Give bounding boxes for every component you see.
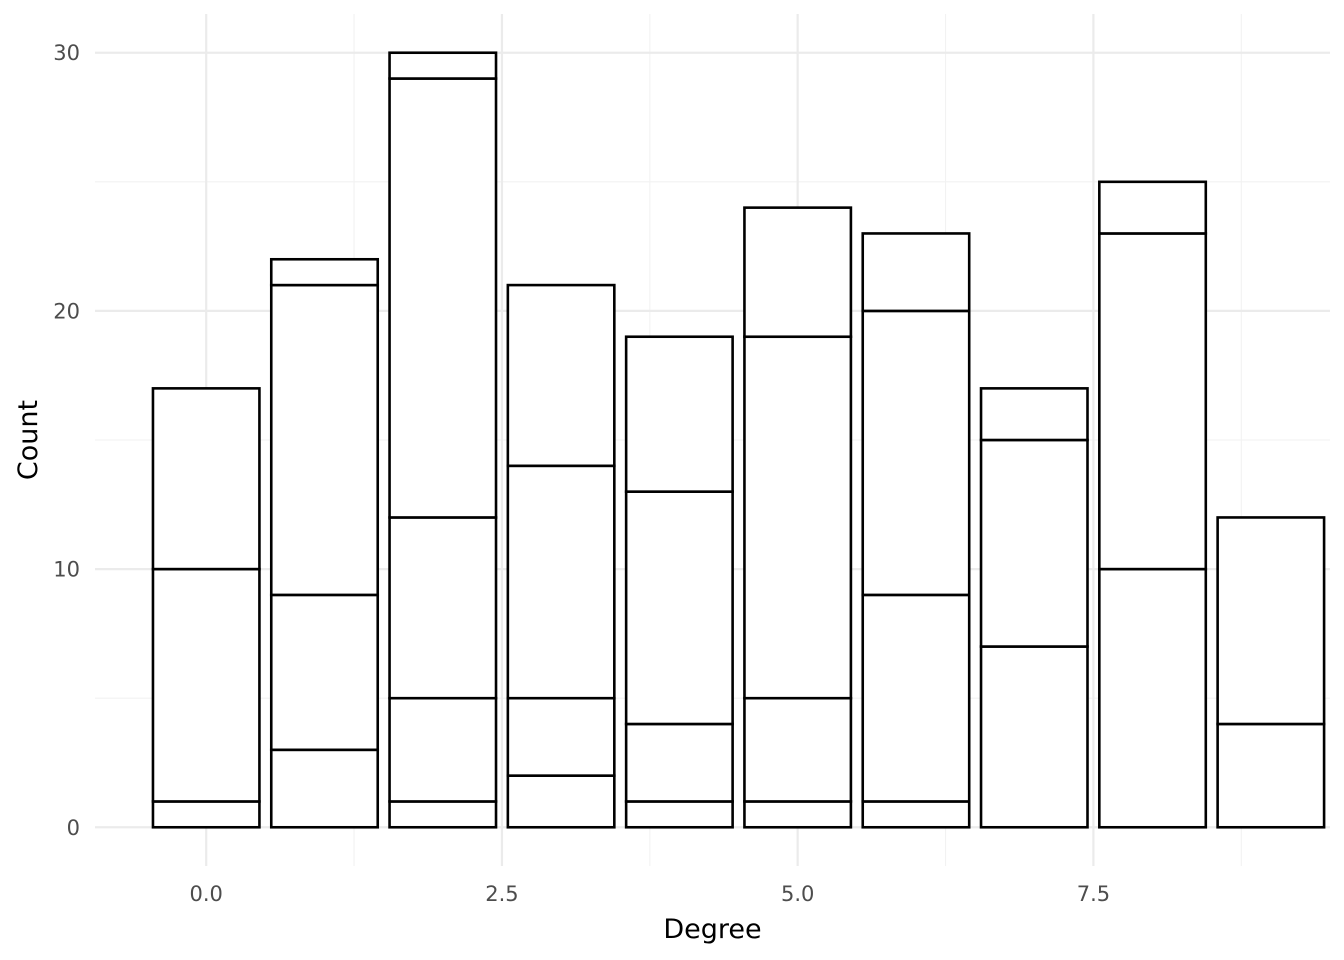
y-axis-title: Count <box>13 400 44 480</box>
y-tick-label: 10 <box>53 558 80 582</box>
bar-segment <box>388 516 498 700</box>
x-axis-ticks: 0.0 2.5 5.0 7.5 <box>189 882 1110 906</box>
y-tick-label: 30 <box>53 41 80 65</box>
y-tick-label: 0 <box>67 816 80 840</box>
bar-segment <box>979 438 1089 648</box>
bar-segment <box>388 51 498 80</box>
bar-segment <box>388 800 498 829</box>
bar-stack <box>861 232 971 829</box>
bar-segment <box>388 696 498 803</box>
bar-segment <box>506 774 616 829</box>
bar-segment <box>624 490 734 726</box>
bar-stack <box>1098 180 1208 829</box>
bar-segment <box>269 593 380 752</box>
bar-segment <box>151 387 261 571</box>
bar-stack <box>388 51 498 829</box>
bar-segment <box>506 283 616 468</box>
bar-segment <box>743 696 853 803</box>
bar-segment <box>506 696 616 777</box>
bar-segment <box>1216 516 1326 726</box>
bar-segment <box>861 800 971 829</box>
bar-segment <box>979 645 1089 829</box>
y-axis-ticks: 0 10 20 30 <box>53 41 80 840</box>
bar-segment <box>743 335 853 700</box>
bar-segment <box>269 257 380 287</box>
bar-stack <box>506 283 616 829</box>
bar-segment <box>743 800 853 829</box>
y-tick-label: 20 <box>53 299 80 323</box>
x-tick-label: 5.0 <box>781 882 814 906</box>
bar-segment <box>506 464 616 700</box>
bar-layer <box>151 51 1326 829</box>
bar-segment <box>1098 567 1208 829</box>
bar-segment <box>624 800 734 829</box>
bar-segment <box>1098 232 1208 571</box>
bar-stack <box>743 206 853 829</box>
bar-segment <box>269 283 380 597</box>
bar-stack <box>979 387 1089 829</box>
bar-segment <box>979 387 1089 442</box>
bar-segment <box>861 232 971 313</box>
bar-segment <box>388 77 498 519</box>
bar-segment <box>743 206 853 339</box>
x-tick-label: 0.0 <box>189 882 222 906</box>
bar-segment <box>1216 722 1326 829</box>
bar-segment <box>861 309 971 597</box>
bar-stack <box>1216 516 1326 829</box>
x-tick-label: 2.5 <box>485 882 518 906</box>
bar-segment <box>269 748 380 829</box>
bar-stack <box>269 257 380 829</box>
bar-segment <box>861 593 971 803</box>
bar-stack <box>624 335 734 829</box>
bar-segment <box>151 567 261 803</box>
x-axis-title: Degree <box>663 914 761 945</box>
bar-stack <box>151 387 261 829</box>
bar-segment <box>624 335 734 493</box>
bar-segment <box>624 722 734 803</box>
bar-segment <box>151 800 261 829</box>
x-tick-label: 7.5 <box>1077 882 1110 906</box>
bar-segment <box>1098 180 1208 235</box>
